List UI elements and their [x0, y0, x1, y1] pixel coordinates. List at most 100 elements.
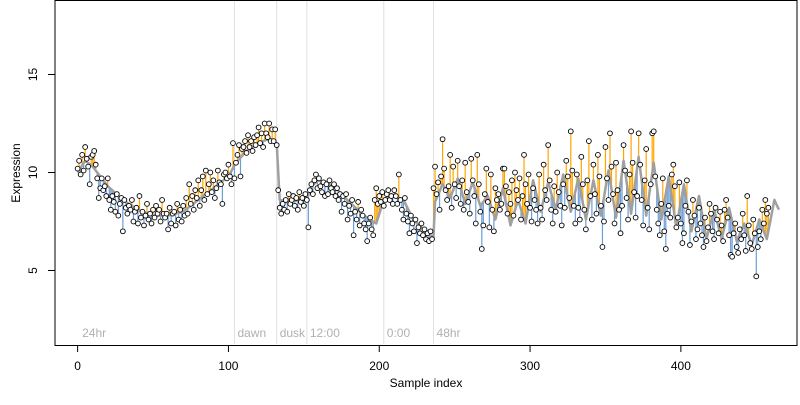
fit-line-group [76, 137, 781, 247]
data-point-249 [450, 163, 456, 170]
data-point-406 [687, 242, 693, 248]
y-axis: 5 10 15 [26, 67, 55, 274]
data-point-134 [276, 204, 283, 211]
data-point-296 [521, 152, 527, 158]
data-point-286 [506, 189, 512, 195]
data-point-172 [334, 185, 340, 192]
data-point-325 [564, 173, 571, 180]
data-point-396 [671, 183, 678, 190]
x-tick-label-2: 200 [369, 359, 389, 373]
data-point-215 [399, 206, 405, 213]
data-point-294 [518, 216, 524, 223]
data-point-206 [385, 187, 392, 193]
data-point-328 [569, 167, 576, 174]
data-point-218 [403, 210, 410, 217]
data-point-346 [596, 173, 603, 180]
data-point-373 [637, 161, 644, 168]
data-point-91 [212, 195, 218, 201]
data-point-42 [138, 214, 144, 221]
data-point-111 [242, 138, 248, 144]
data-point-79 [193, 195, 200, 201]
data-point-439 [736, 226, 743, 233]
data-point-7 [85, 163, 92, 170]
data-point-376 [641, 177, 648, 184]
data-point-155 [308, 181, 315, 188]
data-point-96 [219, 201, 226, 207]
data-point-311 [543, 197, 550, 203]
data-point-132 [273, 142, 280, 148]
data-point-263 [471, 193, 478, 199]
data-point-222 [409, 220, 416, 227]
data-point-173 [335, 197, 342, 203]
data-point-308 [539, 216, 545, 223]
data-point-268 [478, 246, 485, 252]
data-point-193 [365, 220, 372, 227]
data-point-65 [172, 222, 179, 229]
data-point-114 [246, 144, 253, 150]
data-point-201 [377, 199, 384, 205]
data-point-113 [245, 132, 251, 139]
data-point-153 [305, 224, 312, 231]
data-point-309 [540, 161, 547, 168]
data-point-194 [367, 214, 374, 221]
data-point-352 [605, 197, 612, 203]
data-point-290 [512, 169, 518, 176]
data-point-430 [723, 197, 729, 203]
plot-frame [54, 0, 798, 346]
data-point-366 [626, 171, 633, 178]
data-point-259 [465, 199, 472, 205]
data-point-351 [604, 175, 610, 182]
data-point-22 [107, 206, 114, 213]
data-point-372 [635, 130, 642, 137]
data-point-305 [534, 220, 541, 227]
data-point-365 [625, 216, 631, 223]
y-tick-label-1: 10 [26, 166, 40, 180]
data-point-243 [441, 165, 447, 172]
data-point-59 [163, 210, 170, 217]
data-point-283 [501, 165, 508, 172]
annotation-label-4: 0:00 [387, 326, 411, 340]
data-point-235 [429, 236, 435, 242]
data-point-14 [95, 195, 102, 201]
data-point-52 [153, 202, 159, 209]
data-point-335 [579, 181, 586, 188]
data-point-400 [678, 220, 684, 227]
data-point-284 [503, 183, 509, 190]
data-point-37 [130, 218, 137, 225]
data-point-87 [205, 181, 212, 188]
data-point-246 [445, 183, 452, 190]
data-point-370 [632, 214, 639, 221]
data-point-321 [558, 222, 565, 229]
data-point-74 [186, 181, 193, 188]
data-point-39 [133, 204, 140, 211]
data-point-24 [110, 199, 117, 205]
data-point-64 [171, 208, 177, 215]
data-point-377 [643, 146, 650, 152]
data-point-451 [754, 244, 761, 250]
data-point-200 [376, 193, 383, 199]
data-point-133 [275, 187, 282, 193]
data-point-371 [634, 193, 640, 199]
data-point-455 [760, 220, 767, 227]
data-point-349 [601, 218, 607, 225]
data-point-244 [442, 187, 449, 193]
data-point-438 [735, 250, 742, 256]
data-point-116 [249, 148, 256, 154]
data-point-427 [718, 222, 725, 229]
data-point-121 [257, 140, 263, 146]
data-point-189 [359, 212, 366, 219]
data-point-184 [352, 208, 358, 215]
data-point-411 [694, 226, 701, 233]
data-point-392 [665, 202, 672, 209]
data-point-25 [112, 208, 119, 215]
data-point-423 [712, 204, 719, 211]
data-point-245 [444, 197, 450, 203]
data-point-157 [311, 177, 318, 184]
data-point-23 [109, 193, 116, 199]
data-point-101 [227, 173, 233, 180]
data-point-458 [765, 204, 772, 211]
data-point-177 [341, 201, 348, 207]
data-point-457 [763, 210, 770, 217]
data-point-441 [739, 210, 746, 217]
data-point-183 [350, 232, 357, 239]
